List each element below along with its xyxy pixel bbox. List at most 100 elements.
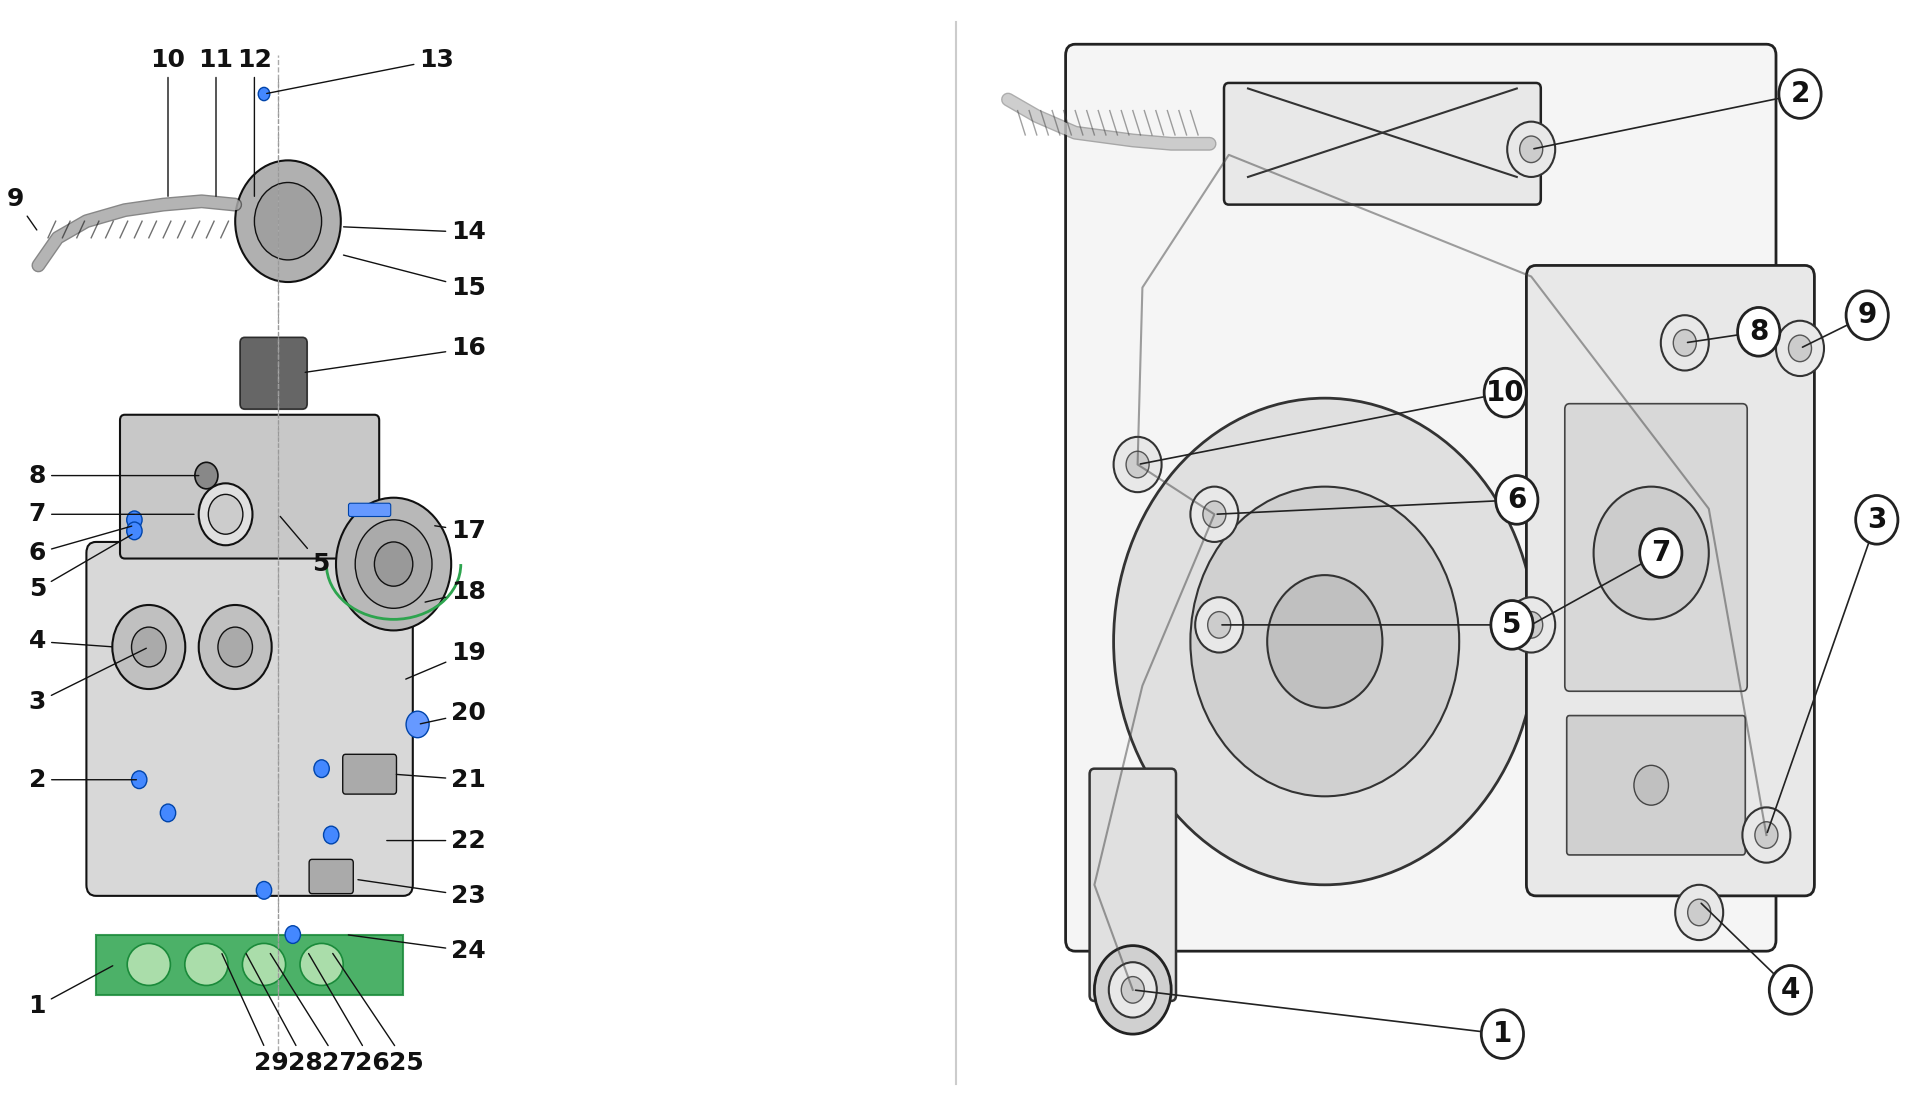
Text: 1: 1: [29, 966, 113, 1019]
Circle shape: [257, 87, 269, 101]
Circle shape: [1634, 765, 1668, 805]
Circle shape: [217, 627, 253, 667]
Text: 5: 5: [1501, 611, 1523, 639]
FancyBboxPatch shape: [342, 754, 396, 794]
Circle shape: [1519, 612, 1542, 638]
Circle shape: [1208, 612, 1231, 638]
Text: 9: 9: [6, 187, 36, 230]
Text: 6: 6: [29, 526, 132, 565]
Text: 10: 10: [1486, 378, 1524, 407]
Text: 2: 2: [1789, 80, 1811, 108]
FancyBboxPatch shape: [1089, 769, 1175, 1001]
Text: 1: 1: [1492, 1020, 1513, 1048]
Circle shape: [1507, 122, 1555, 177]
Text: 3: 3: [29, 648, 146, 714]
FancyBboxPatch shape: [309, 859, 353, 894]
Circle shape: [159, 804, 177, 822]
Circle shape: [1519, 136, 1542, 163]
Text: 24: 24: [348, 935, 486, 963]
Circle shape: [1110, 962, 1156, 1018]
Text: 28: 28: [246, 953, 323, 1075]
Circle shape: [1114, 437, 1162, 492]
Circle shape: [1789, 335, 1812, 362]
Circle shape: [1114, 968, 1152, 1012]
FancyBboxPatch shape: [1526, 265, 1814, 896]
Text: 21: 21: [396, 768, 486, 792]
Circle shape: [257, 881, 273, 899]
Circle shape: [315, 760, 330, 778]
Text: 8: 8: [1749, 317, 1768, 346]
Circle shape: [234, 160, 342, 282]
Ellipse shape: [242, 943, 286, 985]
Text: 19: 19: [405, 640, 486, 679]
FancyBboxPatch shape: [1565, 404, 1747, 691]
Circle shape: [131, 627, 167, 667]
Circle shape: [1482, 1010, 1524, 1058]
Circle shape: [1674, 885, 1724, 940]
Text: 4: 4: [29, 629, 113, 654]
Circle shape: [1190, 487, 1459, 796]
Text: 11: 11: [198, 48, 234, 196]
Text: 13: 13: [267, 48, 455, 94]
Ellipse shape: [184, 943, 228, 985]
Ellipse shape: [127, 943, 171, 985]
Circle shape: [253, 182, 323, 260]
Circle shape: [131, 771, 146, 789]
Text: 7: 7: [1651, 539, 1670, 567]
Text: 23: 23: [357, 879, 486, 908]
Text: 18: 18: [424, 580, 486, 604]
Circle shape: [1507, 597, 1555, 653]
Circle shape: [1743, 807, 1789, 863]
Text: 5: 5: [29, 534, 132, 602]
Circle shape: [200, 483, 253, 545]
Circle shape: [1594, 487, 1709, 619]
Circle shape: [1672, 330, 1697, 356]
Circle shape: [336, 498, 451, 630]
Circle shape: [355, 520, 432, 608]
FancyBboxPatch shape: [1225, 83, 1540, 205]
Text: 10: 10: [150, 48, 186, 196]
Polygon shape: [96, 935, 403, 995]
Circle shape: [1778, 70, 1820, 118]
Circle shape: [207, 494, 242, 534]
Circle shape: [1202, 501, 1227, 528]
Circle shape: [1194, 597, 1244, 653]
Circle shape: [1114, 398, 1536, 885]
Circle shape: [1688, 899, 1711, 926]
FancyBboxPatch shape: [1066, 44, 1776, 951]
Circle shape: [127, 522, 142, 540]
Text: 22: 22: [386, 828, 486, 853]
Text: 2: 2: [29, 768, 136, 792]
Circle shape: [1855, 495, 1897, 544]
Circle shape: [196, 462, 219, 489]
FancyBboxPatch shape: [119, 415, 380, 559]
Circle shape: [1190, 487, 1238, 542]
Text: 8: 8: [29, 463, 200, 488]
Circle shape: [1492, 601, 1532, 649]
Circle shape: [1776, 321, 1824, 376]
Circle shape: [284, 926, 300, 943]
Circle shape: [200, 605, 273, 689]
Circle shape: [1661, 315, 1709, 371]
Text: 12: 12: [236, 48, 273, 196]
Text: 9: 9: [1857, 301, 1878, 330]
Circle shape: [374, 542, 413, 586]
Circle shape: [1121, 977, 1144, 1003]
Text: 27: 27: [271, 953, 357, 1075]
Circle shape: [323, 826, 338, 844]
Circle shape: [1845, 291, 1887, 340]
FancyBboxPatch shape: [86, 542, 413, 896]
Circle shape: [1755, 822, 1778, 848]
Circle shape: [407, 711, 430, 738]
Text: 16: 16: [305, 336, 486, 373]
Text: 20: 20: [420, 701, 486, 726]
Ellipse shape: [300, 943, 344, 985]
Text: 7: 7: [29, 502, 194, 526]
Circle shape: [1496, 476, 1538, 524]
Text: 3: 3: [1866, 505, 1887, 534]
Text: 17: 17: [434, 519, 486, 543]
Circle shape: [1094, 946, 1171, 1034]
FancyBboxPatch shape: [1567, 716, 1745, 855]
Text: 25: 25: [332, 953, 424, 1075]
Text: 4: 4: [1780, 975, 1801, 1004]
